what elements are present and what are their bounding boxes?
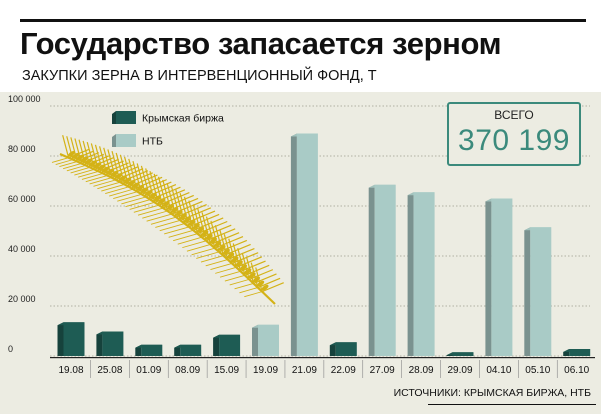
- bar: [407, 192, 435, 356]
- title-rule: [20, 19, 586, 22]
- x-tick-label: 05.10: [525, 365, 550, 376]
- total-box: ВСЕГО 370 199: [447, 102, 581, 166]
- x-tick-label: 15.09: [214, 365, 239, 376]
- chart-title: Государство запасается зерном: [20, 26, 502, 61]
- bar: [174, 344, 202, 356]
- y-tick-label: 100 000: [8, 94, 41, 104]
- x-tick-label: 19.09: [253, 365, 278, 376]
- y-tick-label: 0: [8, 344, 13, 354]
- bar: [213, 334, 241, 356]
- svg-text:НТБ: НТБ: [142, 136, 163, 148]
- bar: [563, 349, 591, 356]
- x-tick-label: 22.09: [331, 365, 356, 376]
- x-tick-label: 01.09: [136, 365, 161, 376]
- legend-item: Крымская биржа: [112, 111, 224, 125]
- x-tick-label: 04.10: [486, 365, 511, 376]
- bars-layer: [57, 133, 591, 356]
- x-tick-label: 29.09: [447, 365, 472, 376]
- total-label: ВСЕГО: [494, 108, 534, 122]
- bar-chart: 0 20 000 40 000 60 000 80 000 100 000 19.08 25.…: [8, 94, 595, 378]
- legend: Крымская биржа НТБ: [112, 111, 224, 148]
- bar: [329, 342, 357, 356]
- baseline: [50, 357, 595, 359]
- bar: [135, 344, 163, 356]
- y-tick-label: 20 000: [8, 294, 36, 304]
- chart-subtitle: ЗАКУПКИ ЗЕРНА В ИНТЕРВЕНЦИОННЫЙ ФОНД, Т: [22, 68, 377, 84]
- x-tick-label: 19.08: [58, 365, 83, 376]
- bar: [524, 227, 552, 356]
- y-tick-label: 40 000: [8, 244, 36, 254]
- y-tick-label: 60 000: [8, 194, 36, 204]
- bar: [96, 331, 124, 356]
- total-value: 370 199: [458, 124, 570, 157]
- labels-layer: 0 20 000 40 000 60 000 80 000 100 000 19.08 25.…: [8, 94, 590, 378]
- bar: [57, 322, 85, 356]
- y-tick-label: 80 000: [8, 144, 36, 154]
- source-note: ИСТОЧНИКИ: КРЫМСКАЯ БИРЖА, НТБ: [393, 387, 591, 399]
- bar: [485, 198, 513, 356]
- x-tick-label: 28.09: [409, 365, 434, 376]
- x-tick-label: 21.09: [292, 365, 317, 376]
- grid-layer: [50, 105, 595, 359]
- x-tick-label: 06.10: [564, 365, 589, 376]
- x-tick-label: 25.08: [97, 365, 122, 376]
- x-tick-label: 08.09: [175, 365, 200, 376]
- x-tick-label: 27.09: [370, 365, 395, 376]
- bar: [290, 133, 318, 356]
- bar: [446, 352, 474, 356]
- source-rule: [428, 404, 596, 405]
- svg-text:Крымская биржа: Крымская биржа: [142, 113, 224, 125]
- bar: [252, 324, 279, 356]
- wheat-ear-illustration: [51, 135, 284, 305]
- legend-item: НТБ: [112, 134, 163, 148]
- bar: [368, 184, 396, 356]
